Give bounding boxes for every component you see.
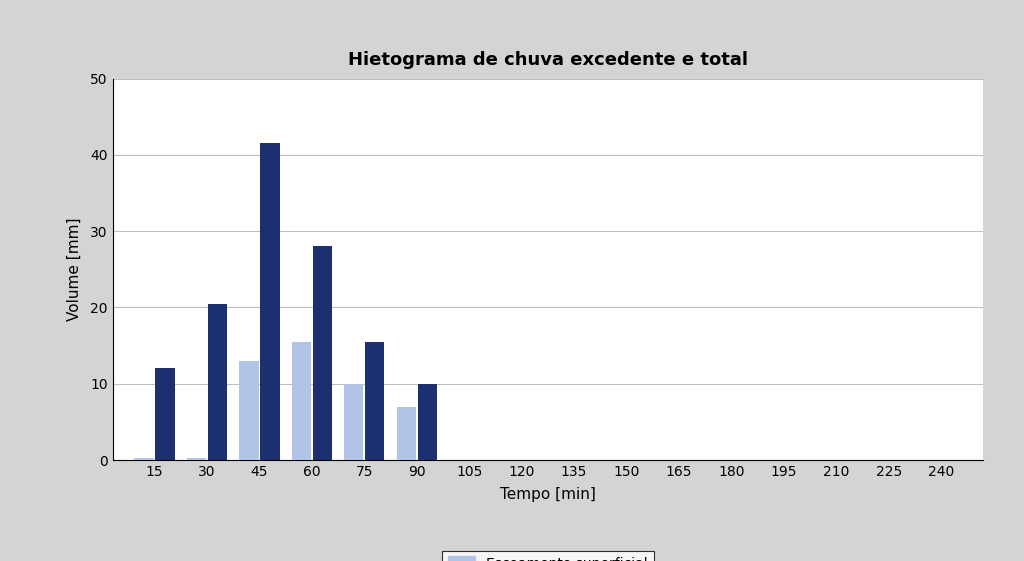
Title: Hietograma de chuva excedente e total: Hietograma de chuva excedente e total: [348, 50, 748, 68]
Bar: [240, 361, 259, 460]
Legend: Escoamento superficial: Escoamento superficial: [442, 551, 653, 561]
Bar: [366, 342, 384, 460]
Bar: [292, 342, 311, 460]
Bar: [418, 384, 437, 460]
Bar: [396, 407, 416, 460]
Bar: [208, 304, 227, 460]
Bar: [156, 369, 175, 460]
Bar: [312, 246, 332, 460]
Bar: [187, 458, 206, 460]
Bar: [260, 144, 280, 460]
Bar: [134, 458, 154, 460]
X-axis label: Tempo [min]: Tempo [min]: [500, 487, 596, 502]
Bar: [344, 384, 364, 460]
Y-axis label: Volume [mm]: Volume [mm]: [67, 218, 82, 321]
